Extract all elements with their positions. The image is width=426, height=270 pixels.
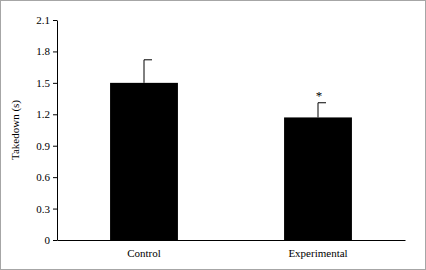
y-tick-mark: [53, 20, 57, 21]
y-tick: 1.8: [36, 45, 57, 57]
y-tick-label: 2.1: [36, 14, 50, 26]
y-tick-mark: [53, 83, 57, 84]
y-tick-label: 0.3: [36, 203, 50, 215]
y-tick-mark: [53, 209, 57, 210]
y-tick-label: 0.6: [36, 171, 50, 183]
bar: [284, 117, 352, 240]
x-axis-line: [58, 240, 406, 241]
y-tick: 0: [45, 234, 58, 246]
error-bar: [144, 60, 152, 83]
y-tick-mark: [53, 114, 57, 115]
y-tick-label: 1.8: [36, 45, 50, 57]
y-tick-mark: [53, 146, 57, 147]
error-bar: [318, 103, 326, 118]
error-bar-stem: [318, 103, 319, 118]
error-bar-cap: [144, 59, 152, 60]
x-axis: Control Experimental: [58, 240, 406, 259]
y-tick-mark: [53, 177, 57, 178]
y-tick: 0.9: [36, 140, 57, 152]
y-tick: 0.6: [36, 171, 57, 183]
frame: [1, 1, 426, 270]
y-axis-title: Takedown (s): [9, 100, 22, 160]
x-tick: Control: [127, 240, 161, 259]
y-tick: 2.1: [36, 14, 57, 26]
y-tick: 1.2: [36, 108, 57, 120]
y-tick: 1.5: [36, 77, 57, 89]
x-tick-label: Experimental: [288, 247, 347, 259]
bar: [110, 83, 178, 240]
y-tick-mark: [53, 51, 57, 52]
y-tick: 0.3: [36, 203, 57, 215]
error-bar-stem: [144, 60, 145, 83]
y-axis-line: [57, 21, 58, 241]
annotation: *: [316, 88, 323, 103]
y-tick-label: 1.5: [36, 77, 50, 89]
y-tick-mark: [53, 240, 57, 241]
y-tick-label: 0.9: [36, 140, 50, 152]
x-tick: Experimental: [288, 240, 347, 259]
plot-area: [110, 60, 352, 240]
y-tick-label: 1.2: [36, 108, 50, 120]
y-axis: 0 0.3 0.6 0.9 1.2 1.5 1.8 2.1: [36, 14, 57, 246]
x-tick-label: Control: [127, 247, 161, 259]
y-tick-label: 0: [45, 234, 51, 246]
chart: 0 0.3 0.6 0.9 1.2 1.5 1.8 2.1 Control Experimenta…: [0, 0, 426, 270]
